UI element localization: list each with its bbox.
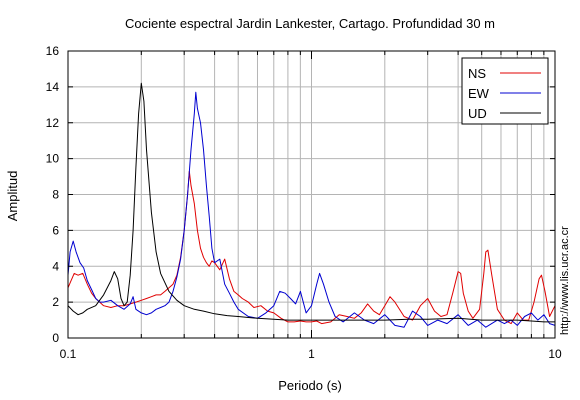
y-tick-label: 14 <box>46 80 60 94</box>
series-line-ns <box>67 170 556 325</box>
y-tick-label: 4 <box>52 259 59 273</box>
y-tick-label: 6 <box>52 223 59 237</box>
y-tick-label: 10 <box>46 152 60 166</box>
series-line-ud <box>67 82 555 323</box>
y-axis-label: Amplitud <box>5 171 20 222</box>
x-tick-labels: 0.1 1 10 <box>60 347 562 361</box>
chart-title: Cociente espectral Jardin Lankester, Car… <box>125 16 495 31</box>
x-axis-label: Periodo (s) <box>278 378 342 393</box>
y-tick-label: 16 <box>46 44 60 58</box>
grid <box>68 51 555 338</box>
legend-label-ud: UD <box>468 106 487 121</box>
y-tick-label: 12 <box>46 116 60 130</box>
y-tick-label: 2 <box>52 295 59 309</box>
x-tick-label: 10 <box>548 347 562 361</box>
y-tick-labels: 0 2 4 6 8 10 12 14 16 <box>46 44 60 345</box>
legend-label-ns: NS <box>468 66 486 81</box>
x-tick-label: 0.1 <box>60 347 77 361</box>
y-tick-label: 8 <box>52 188 59 202</box>
y-tick-label: 0 <box>52 331 59 345</box>
legend-label-ew: EW <box>468 86 490 101</box>
series-lines <box>67 82 556 328</box>
source-url: http://www.lis.ucr.ac.cr <box>559 226 571 335</box>
x-tick-label: 1 <box>308 347 315 361</box>
axis-ticks <box>67 50 556 339</box>
legend: NS EW UD <box>461 57 549 125</box>
series-line-ew <box>67 91 556 328</box>
